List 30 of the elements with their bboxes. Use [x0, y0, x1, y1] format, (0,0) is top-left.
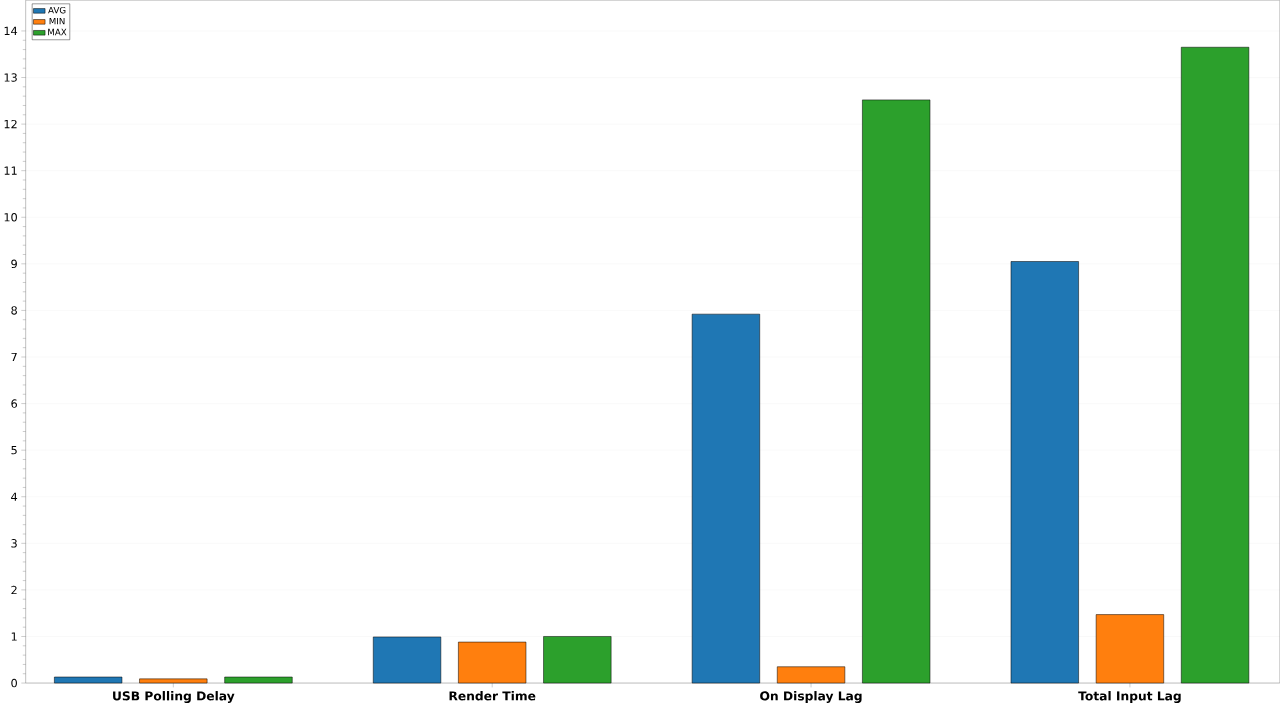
bar	[543, 636, 612, 684]
y-tick-label: 14	[4, 26, 18, 35]
bar	[54, 676, 123, 684]
legend-label: AVG	[48, 6, 66, 14]
y-tick-label: 10	[4, 212, 17, 222]
y-tick-label: 12	[4, 119, 17, 129]
bar	[372, 636, 442, 684]
x-tick-label: Total Input Lag	[1078, 690, 1181, 703]
x-tick-label: Render Time	[449, 690, 536, 701]
y-tick-label: 2	[11, 585, 17, 594]
y-tick-label: 1	[11, 632, 17, 641]
bar	[1181, 46, 1250, 684]
y-tick-label: 11	[4, 166, 17, 175]
x-tick-label: USB Polling Delay	[113, 690, 235, 703]
y-tick-label: 13	[4, 73, 17, 82]
y-tick-label: 8	[11, 305, 17, 315]
y-tick-label: 4	[11, 492, 18, 501]
y-tick-label: 3	[11, 538, 17, 548]
y-tick-label: 0	[11, 678, 17, 688]
bar	[1010, 261, 1079, 684]
legend-label: MAX	[48, 28, 67, 35]
y-tick-label: 9	[11, 259, 17, 268]
x-tick-label: On Display Lag	[760, 690, 862, 703]
legend-label: MIN	[49, 17, 65, 25]
y-tick-label: 6	[11, 399, 18, 408]
y-tick-label: 7	[11, 352, 17, 361]
bar	[862, 99, 931, 684]
bar	[224, 676, 293, 684]
y-tick-label: 5	[11, 445, 17, 455]
bar	[691, 313, 760, 684]
